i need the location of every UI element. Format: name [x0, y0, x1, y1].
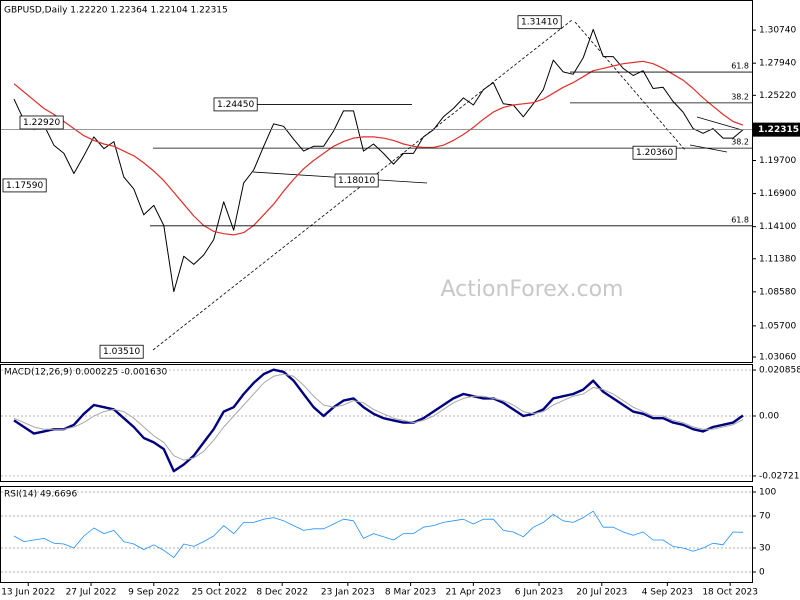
y-tick-label: 1.08580: [759, 287, 796, 297]
y-tick-label: 1.16900: [759, 189, 796, 199]
y-tick-label: 0: [759, 568, 765, 578]
annotation-box: [213, 97, 258, 112]
annotation-box: [334, 173, 379, 188]
x-tick-label: 20 Jul 2023: [576, 588, 627, 598]
fib-label: 61.8: [731, 62, 749, 71]
x-tick-label: 21 Apr 2023: [446, 588, 502, 598]
annotation-label: 1.18010: [338, 176, 375, 186]
y-tick-label: 1.30740: [759, 26, 796, 36]
pane-border: [0, 364, 753, 482]
rsi-title: RSI(14) 49.6696: [4, 490, 77, 500]
pane-border: [0, 486, 753, 583]
fib-label: 38.2: [731, 138, 749, 147]
y-tick-label: 0.00: [759, 412, 779, 422]
watermark: ActionForex.com: [441, 277, 624, 302]
x-tick-label: 23 Jan 2023: [321, 588, 375, 598]
y-tick-label: 0.020858: [759, 366, 800, 376]
annotation-box: [19, 115, 64, 130]
x-tick-label: 18 Oct 2023: [702, 588, 758, 598]
series-line: [13, 28, 744, 293]
series-line: [13, 368, 744, 473]
annotation-label: 1.20360: [636, 148, 673, 158]
annotation-label: 1.17590: [6, 181, 43, 191]
pane-border: [0, 0, 753, 363]
y-tick-label: -0.027213: [759, 471, 800, 481]
x-tick-label: 8 Mar 2023: [385, 588, 436, 598]
annotation-label: 1.31410: [521, 18, 558, 28]
y-tick-label: 1.14100: [759, 222, 796, 232]
fib-label: 38.2: [731, 92, 749, 101]
annotation-box: [632, 145, 677, 160]
chart-title: GBPUSD,Daily 1.22220 1.22364 1.22104 1.2…: [4, 6, 228, 16]
series-line: [13, 510, 744, 558]
x-tick-label: 25 Oct 2022: [192, 588, 248, 598]
x-tick-label: 8 Dec 2022: [256, 588, 308, 598]
y-tick-label: 1.25220: [759, 91, 796, 101]
y-tick-label: 1.03060: [759, 353, 796, 363]
last-price-box: [753, 122, 800, 137]
y-tick-label: 70: [759, 512, 771, 522]
annotation-box: [517, 15, 562, 30]
series-line: [13, 373, 744, 461]
annotation-box: [2, 178, 47, 193]
annotation-label: 1.24450: [217, 100, 254, 110]
macd-title: MACD(12,26,9) 0.000225 -0.001630: [4, 368, 167, 378]
x-tick-label: 9 Sep 2022: [128, 588, 179, 598]
y-tick-label: 1.19700: [759, 156, 796, 166]
x-tick-label: 13 Jun 2022: [1, 588, 55, 598]
y-tick-label: 100: [759, 488, 776, 498]
y-tick-label: 1.11380: [759, 254, 796, 264]
series-line: [13, 60, 744, 236]
trendline: [574, 21, 686, 151]
x-tick-label: 4 Sep 2023: [642, 588, 693, 598]
channel-line: [696, 116, 743, 131]
y-tick-label: 30: [759, 544, 771, 554]
annotation-box: [99, 344, 144, 359]
y-tick-label: 1.27940: [759, 59, 796, 69]
annotation-label: 1.03510: [103, 347, 140, 357]
fib-label: 61.8: [731, 215, 749, 224]
last-price-label: 1.22315: [758, 125, 799, 135]
y-tick-label: 1.05700: [759, 321, 796, 331]
x-tick-label: 27 Jul 2022: [66, 588, 117, 598]
x-tick-label: 6 Jun 2023: [515, 588, 563, 598]
annotation-label: 1.22920: [23, 118, 60, 128]
